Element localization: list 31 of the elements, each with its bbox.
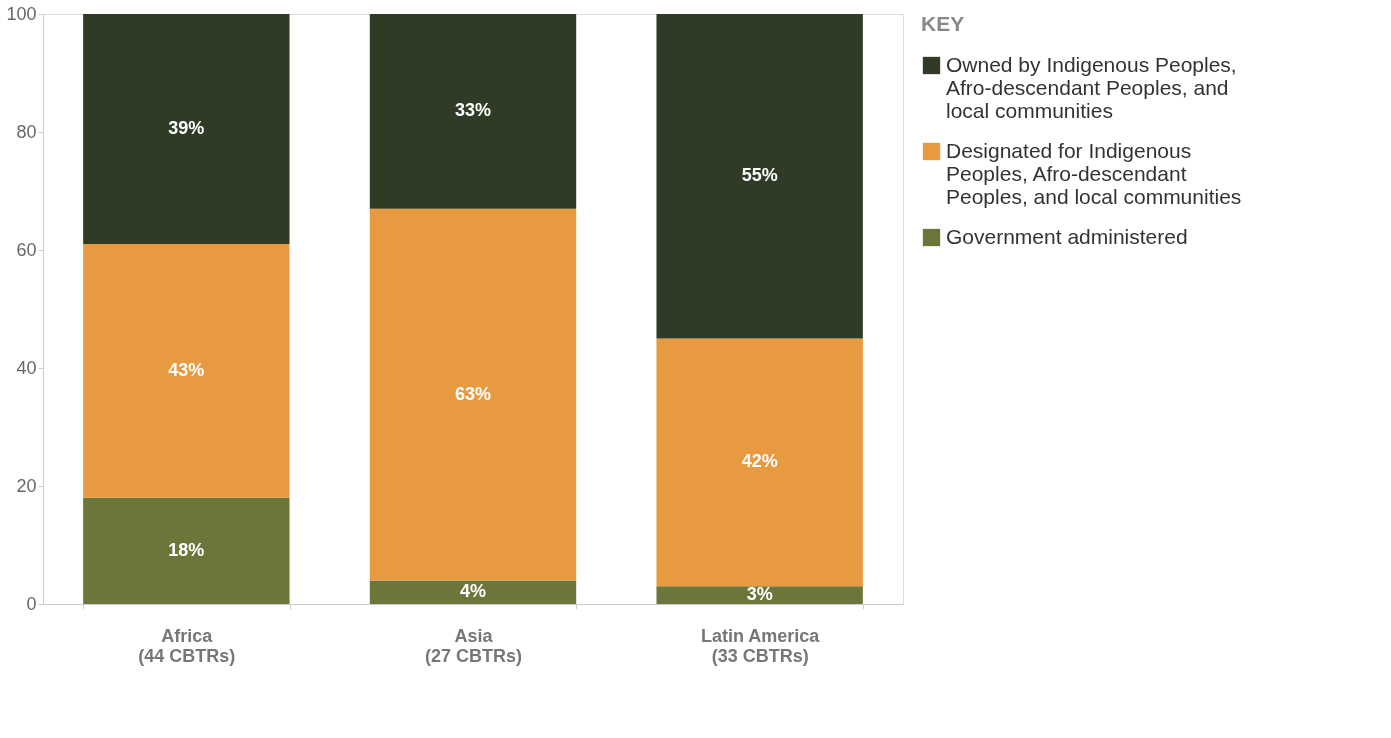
bar (369, 14, 577, 209)
y-tick-label: 20 (16, 475, 37, 496)
data-label: 33% (454, 100, 492, 121)
bar (369, 208, 577, 581)
legend-label: Owned by Indigenous Peoples, Afro-descendant Peoples, and local communities (946, 52, 1237, 122)
legend-label: Designated for Indigenous Peoples, Afro-descendant Peoples, and local communities (946, 138, 1242, 208)
data-label: 42% (741, 451, 778, 472)
legend-title: KEY (921, 12, 965, 35)
bar (656, 586, 863, 604)
bar (83, 497, 290, 604)
y-tick-label: 100 (6, 3, 37, 24)
y-tick-label: 60 (16, 239, 37, 260)
bar (369, 580, 577, 604)
x-tick-label: Africa (44 CBTRs) (138, 625, 236, 666)
data-label: 39% (168, 118, 205, 139)
bar (656, 14, 863, 339)
x-tick-label: Latin America (33 CBTRs) (700, 625, 821, 666)
data-label: 4% (459, 581, 487, 602)
data-label: 18% (168, 539, 205, 560)
bar (656, 338, 863, 587)
data-label: 63% (454, 383, 492, 404)
data-label: 43% (168, 359, 205, 380)
y-tick-label: 80 (16, 121, 37, 142)
bar (83, 14, 290, 245)
y-tick-label: 40 (16, 357, 37, 378)
data-label: 55% (741, 165, 778, 186)
legend-label: Government administered (946, 224, 1188, 248)
x-tick-label: Asia (27 CBTRs) (424, 625, 523, 666)
y-tick-label: 0 (26, 593, 37, 614)
data-label: 3% (746, 584, 773, 605)
bar (83, 244, 290, 498)
